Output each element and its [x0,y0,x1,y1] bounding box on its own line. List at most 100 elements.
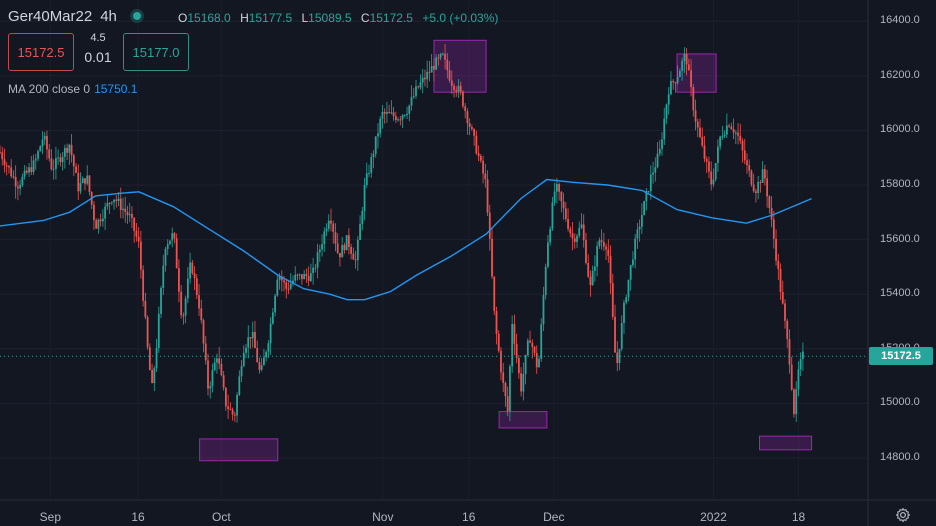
candle-body [607,249,610,256]
candle-body [354,259,357,261]
candle-body [486,179,489,213]
symbol-label[interactable]: Ger40Mar22 [8,8,93,25]
candle-body [318,249,321,253]
candle-body [19,184,22,189]
candle-body [640,215,643,227]
y-tick-label: 16400.0 [880,14,920,27]
candle-body [148,347,151,371]
candle-body [327,220,330,229]
candle-body [296,274,299,276]
candle-body [596,246,599,267]
candle-body [450,80,453,86]
candle-body [5,165,8,167]
candle-body [182,315,185,317]
candles [0,43,804,423]
indicator-legend[interactable]: MA 200 close 0 15750.1 [8,82,137,96]
candle-body [526,340,529,355]
candle-body [620,323,623,349]
candle-body [41,139,44,147]
candle-body [441,53,444,55]
candle-body [75,166,77,173]
candle-body [309,273,312,281]
candle-body [32,160,35,173]
settings-gear-icon[interactable] [895,507,911,523]
candle-body [388,112,391,114]
candle-body [128,214,131,216]
close-value: 15172.5 [369,11,413,25]
candle-body [238,376,241,395]
candle-body [594,266,596,271]
candle-body [142,269,145,301]
candle-body [162,265,165,288]
candle-body [72,155,75,167]
candle-body [524,354,527,375]
candle-body [750,170,753,185]
candle-body [446,59,449,71]
candle-body [638,226,641,230]
candle-body [643,201,646,216]
candle-body [14,176,17,187]
high-key: H [240,11,249,25]
candle-body [68,144,71,153]
candle-body [591,270,594,286]
candle-body [122,208,124,211]
candle-body [759,182,762,184]
candle-body [667,94,670,105]
candle-body [482,160,484,174]
candle-body [77,172,80,192]
candle-body [63,147,66,157]
candle-body [119,198,122,211]
candle-body [453,85,455,91]
candle-body [571,233,574,239]
candle-body [392,112,395,117]
candle-body [283,280,285,283]
candle-body [79,182,82,192]
timeframe-label[interactable]: 4h [100,8,117,25]
candle-body [636,229,639,239]
candle-body [193,273,196,279]
candle-body [186,278,189,299]
x-tick-label: 2022 [700,510,727,524]
candle-body [786,320,789,340]
candle-body [155,347,158,369]
candle-body [712,179,715,185]
candle-body [645,191,648,202]
candle-body [542,295,545,325]
candle-body [600,240,603,243]
candle-body [435,57,438,70]
candle-body [169,240,171,245]
buy-button[interactable]: 15177.0 [123,33,189,71]
sell-button[interactable]: 15172.5 [8,33,74,71]
candle-body [578,227,581,236]
candle-body [517,358,520,374]
candle-body [233,414,236,416]
candle-body [553,191,556,203]
candle-body [104,206,107,219]
candle-body [363,185,366,211]
y-tick-label: 14800.0 [880,451,920,463]
x-tick-label: 16 [462,510,476,524]
candle-body [484,173,487,180]
highlight-box [199,438,279,462]
candle-body [475,135,478,154]
candle-body [678,70,681,78]
candle-body [307,276,310,281]
candle-body [229,408,232,410]
candle-body [321,244,323,250]
candle-body [670,80,672,95]
candle-body [493,276,496,311]
highlight-box [433,39,487,93]
candle-body [741,140,744,151]
candle-body [88,175,91,192]
candle-body [10,167,13,177]
candle-body [632,259,634,266]
candle-body [195,278,198,296]
candle-body [625,297,628,303]
candle-body [383,111,386,114]
candle-body [294,274,297,281]
candle-body [562,201,565,209]
open-value: 15168.0 [187,11,231,25]
candle-body [260,365,263,370]
